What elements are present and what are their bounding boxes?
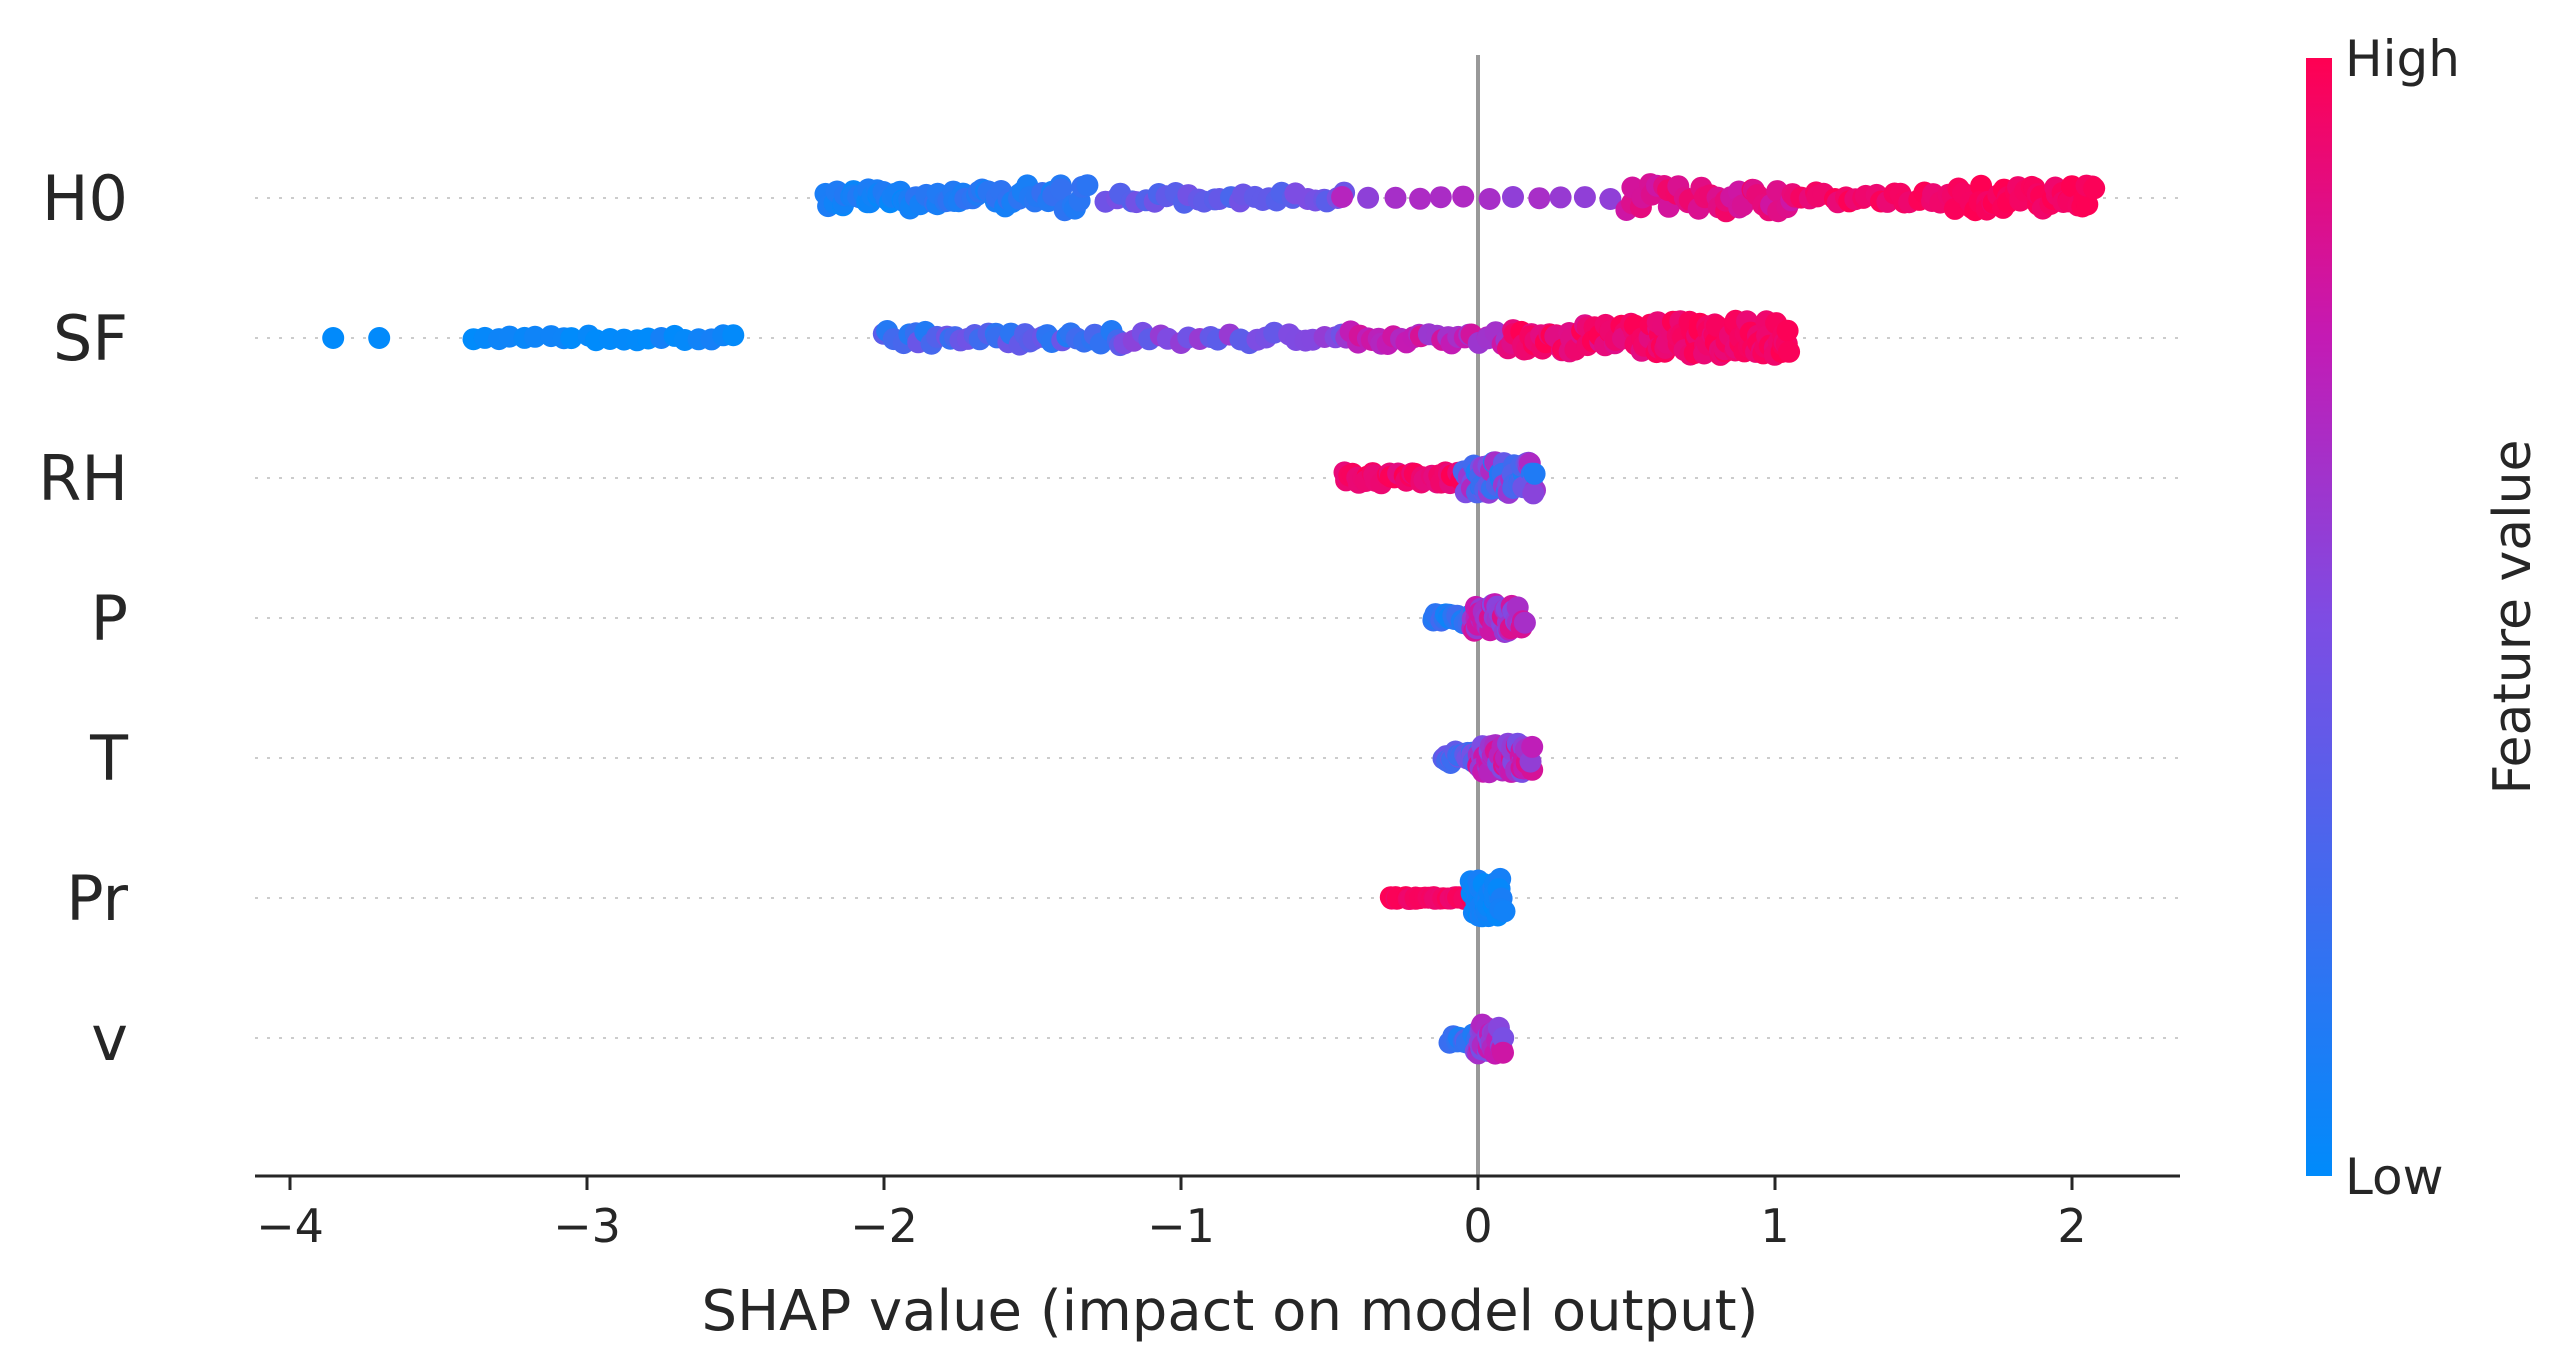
point-h0 <box>1478 188 1501 210</box>
point-sf <box>524 325 546 348</box>
feature-label-v: v <box>91 1002 128 1075</box>
point-rh <box>1523 462 1546 485</box>
point-h0 <box>1429 186 1452 209</box>
point-t <box>1521 735 1544 758</box>
point-sf <box>1778 340 1801 363</box>
point-sf <box>560 327 583 350</box>
x-axis-ticks: −4 −3 −2 −1 0 1 2 <box>256 1176 2087 1253</box>
feature-label-sf: SF <box>53 302 128 375</box>
feature-label-pr: Pr <box>66 862 128 935</box>
feature-label-rh: RH <box>38 442 128 515</box>
point-h0 <box>1549 186 1572 209</box>
point-sf <box>722 324 745 347</box>
point-v <box>1492 1041 1514 1064</box>
point-pr <box>1493 900 1516 923</box>
colorbar-title: Feature value <box>2483 439 2543 794</box>
point-sf <box>1776 319 1799 342</box>
x-tick-label: 2 <box>2057 1199 2086 1253</box>
x-tick-label: −1 <box>1147 1199 1215 1253</box>
point-h0 <box>2083 177 2106 200</box>
colorbar-high-label: High <box>2345 30 2460 88</box>
point-h0 <box>1076 174 1099 197</box>
x-axis-title: SHAP value (impact on model output) <box>702 1279 1759 1344</box>
point-h0 <box>1573 186 1596 209</box>
colorbar: High Low Feature value <box>2306 30 2543 1206</box>
x-tick-label: 1 <box>1760 1199 1789 1253</box>
point-h0 <box>1409 187 1432 210</box>
point-sf <box>322 327 345 349</box>
point-h0 <box>1528 187 1551 210</box>
colorbar-gradient <box>2306 58 2332 1176</box>
point-h0 <box>1357 186 1380 209</box>
point-h0 <box>1452 185 1475 208</box>
x-tick-label: −3 <box>553 1199 621 1253</box>
point-h0 <box>1050 178 1073 201</box>
point-h0 <box>1599 188 1622 210</box>
colorbar-low-label: Low <box>2345 1148 2443 1206</box>
point-h0 <box>1384 186 1407 209</box>
x-tick-label: 0 <box>1463 1199 1492 1253</box>
point-rh <box>1522 482 1545 505</box>
feature-label-p: P <box>91 582 128 655</box>
point-h0 <box>1502 186 1524 208</box>
row-guide-lines <box>255 197 2180 1039</box>
beeswarm-points <box>322 173 2106 1065</box>
feature-label-h0: H0 <box>42 162 128 235</box>
point-h0 <box>1331 186 1354 208</box>
x-tick-label: −4 <box>256 1199 324 1253</box>
feature-label-t: T <box>89 722 129 795</box>
point-p <box>1513 611 1536 634</box>
point-sf <box>368 327 391 349</box>
x-tick-label: −2 <box>850 1199 918 1253</box>
feature-labels: H0 SF RH PT Pr v <box>38 162 129 1075</box>
